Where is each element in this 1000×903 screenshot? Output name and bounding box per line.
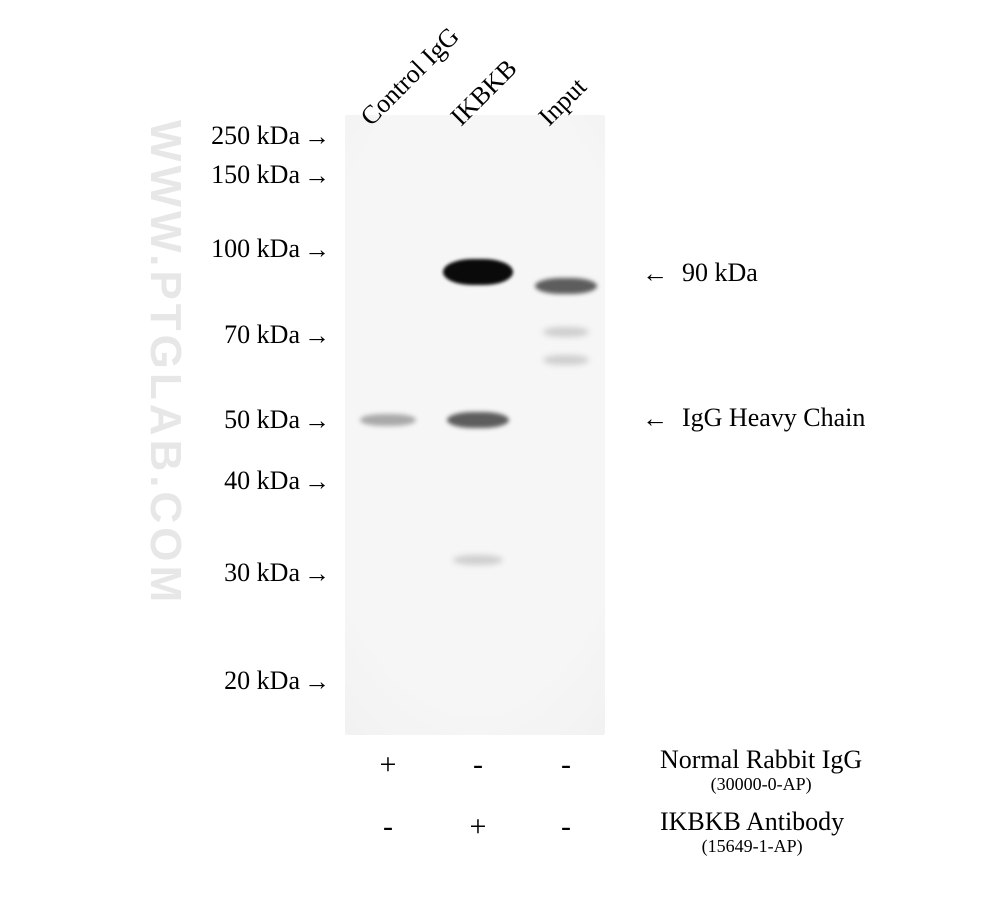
sample-sign: + xyxy=(463,810,493,844)
sample-sign: - xyxy=(551,810,581,844)
band-arrow-icon: ← xyxy=(642,258,668,289)
gel-band xyxy=(360,414,416,426)
gel-band xyxy=(447,412,509,428)
watermark-text: WWW.PTGLAB.COM xyxy=(140,120,190,606)
band-arrow-icon: ← xyxy=(642,403,668,434)
mw-arrow-icon: → xyxy=(304,466,330,497)
mw-arrow-icon: → xyxy=(304,320,330,351)
mw-marker: 70 kDa xyxy=(224,320,300,350)
band-annotation: 90 kDa xyxy=(682,258,758,288)
mw-arrow-icon: → xyxy=(304,121,330,152)
mw-arrow-icon: → xyxy=(304,160,330,191)
mw-marker: 250 kDa xyxy=(211,121,300,151)
reagent-label: Normal Rabbit IgG (30000-0-AP) xyxy=(660,746,862,794)
band-annotation: IgG Heavy Chain xyxy=(682,403,865,433)
sample-sign: - xyxy=(373,810,403,844)
mw-marker: 150 kDa xyxy=(211,160,300,190)
reagent-name: Normal Rabbit IgG xyxy=(660,745,862,774)
mw-arrow-icon: → xyxy=(304,666,330,697)
sample-sign: - xyxy=(463,748,493,782)
mw-marker: 50 kDa xyxy=(224,405,300,435)
gel-band xyxy=(443,259,513,285)
gel-band xyxy=(535,278,597,294)
mw-marker: 20 kDa xyxy=(224,666,300,696)
gel-band xyxy=(543,355,589,365)
gel-band xyxy=(543,327,589,337)
reagent-name: IKBKB Antibody xyxy=(660,807,844,836)
reagent-label: IKBKB Antibody (15649-1-AP) xyxy=(660,808,844,856)
figure-root: WWW.PTGLAB.COM Control IgG IKBKB Input 2… xyxy=(0,0,1000,903)
sample-sign: - xyxy=(551,748,581,782)
mw-arrow-icon: → xyxy=(304,405,330,436)
mw-marker: 30 kDa xyxy=(224,558,300,588)
mw-arrow-icon: → xyxy=(304,234,330,265)
mw-marker: 100 kDa xyxy=(211,234,300,264)
gel-band xyxy=(453,555,503,565)
sample-sign: + xyxy=(373,748,403,782)
mw-marker: 40 kDa xyxy=(224,466,300,496)
reagent-catalog: (30000-0-AP) xyxy=(660,775,862,795)
reagent-catalog: (15649-1-AP) xyxy=(660,837,844,857)
mw-arrow-icon: → xyxy=(304,558,330,589)
